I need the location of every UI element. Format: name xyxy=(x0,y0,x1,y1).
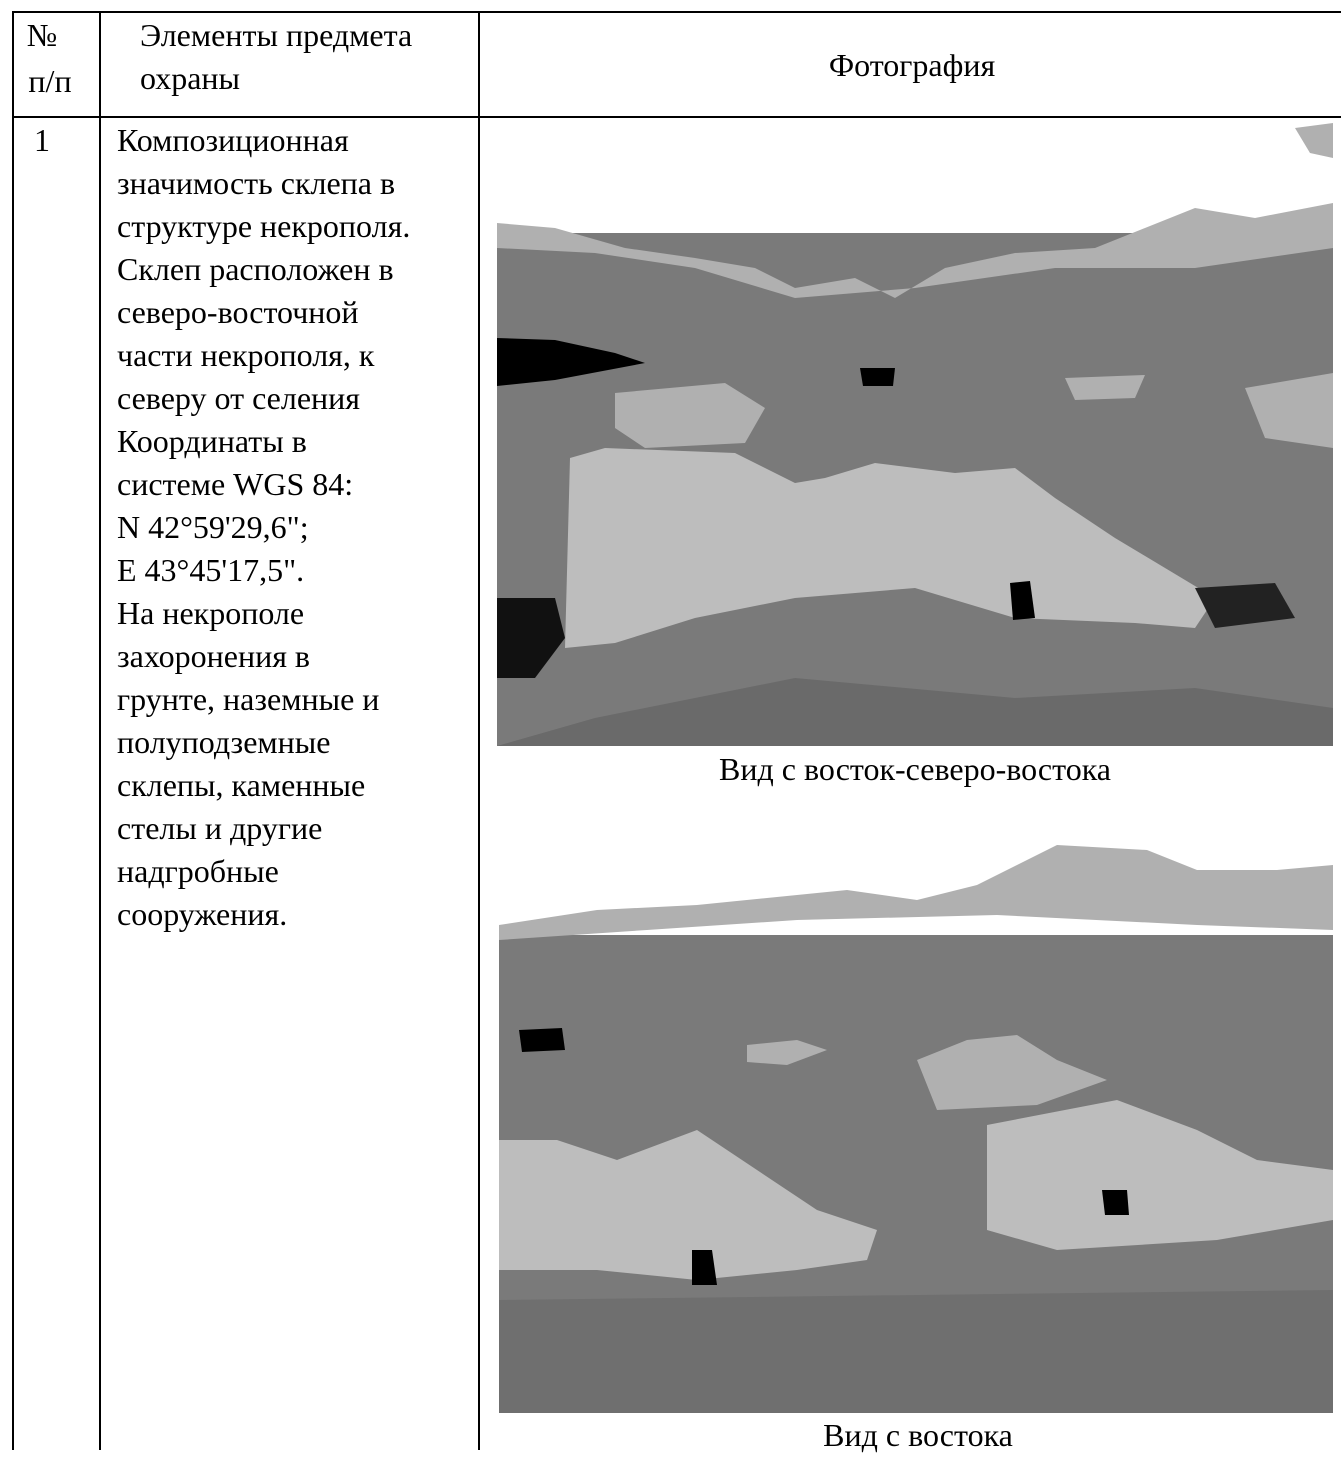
description-line: структуре некрополя. xyxy=(117,205,410,248)
rule xyxy=(12,11,1341,13)
header-elements: охраны xyxy=(140,57,240,100)
description-line: стелы и другие xyxy=(117,807,322,850)
photo-caption: Вид с востока xyxy=(823,1414,1013,1457)
header-number: п/п xyxy=(28,60,71,103)
rule xyxy=(12,11,14,1450)
description-line: захоронения в xyxy=(117,635,310,678)
description-line: грунте, наземные и xyxy=(117,678,379,721)
page: {"table": { "header": { "number": ["№", … xyxy=(0,0,1341,1450)
description-line: E 43°45'17,5". xyxy=(117,549,304,592)
description-line: Склеп расположен в xyxy=(117,248,394,291)
photo-caption: Вид с восток-северо-востока xyxy=(719,748,1111,791)
description-line: северо-восточной xyxy=(117,291,359,334)
description-line: системе WGS 84: xyxy=(117,463,353,506)
header-elements: Элементы предмета xyxy=(140,14,412,57)
description-line: склепы, каменные xyxy=(117,764,365,807)
description-line: сооружения. xyxy=(117,893,287,936)
row-number: 1 xyxy=(34,119,50,162)
description-line: части некрополя, к xyxy=(117,334,374,377)
rule xyxy=(478,11,480,1450)
rule xyxy=(99,11,101,1450)
description-line: N 42°59'29,6"; xyxy=(117,506,309,549)
header-number: № xyxy=(27,14,58,57)
header-photo: Фотография xyxy=(829,44,995,87)
description-line: северу от селения xyxy=(117,377,360,420)
description-line: Координаты в xyxy=(117,420,307,463)
description-line: Композиционная xyxy=(117,119,349,162)
description-line: полуподземные xyxy=(117,721,330,764)
description-line: надгробные xyxy=(117,850,279,893)
photo xyxy=(497,840,1335,1415)
photo xyxy=(495,118,1335,748)
description-line: значимость склепа в xyxy=(117,162,395,205)
description-line: На некрополе xyxy=(117,592,304,635)
